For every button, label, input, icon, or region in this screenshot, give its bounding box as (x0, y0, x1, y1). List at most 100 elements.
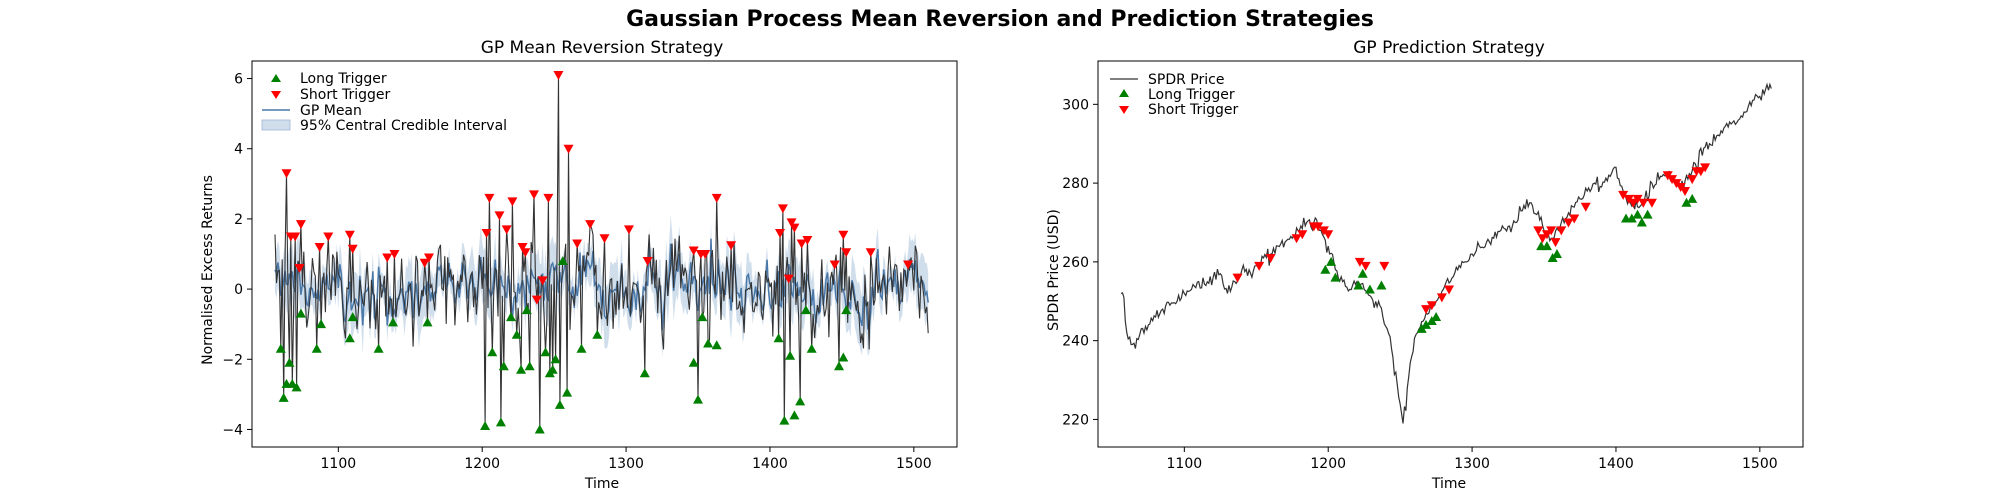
long-trigger-marker (347, 312, 358, 322)
short-trigger-marker (726, 241, 737, 251)
short-trigger-marker (344, 230, 355, 240)
legend-short-trigger-label: Short Trigger (1148, 102, 1239, 118)
prediction-xtick-label: 1200 (1310, 456, 1346, 472)
short-trigger-marker (838, 230, 849, 240)
short-trigger-marker (1537, 234, 1548, 244)
long-trigger-marker (789, 410, 800, 420)
short-trigger-marker (783, 274, 794, 284)
short-trigger-marker (1546, 226, 1557, 236)
long-trigger-marker (511, 329, 522, 339)
mean-reversion-legend: Long Trigger Short Trigger GP Mean 95% C… (261, 71, 507, 134)
short-trigger-marker (1297, 230, 1308, 240)
long-trigger-marker (1320, 264, 1331, 274)
short-trigger-marker (281, 169, 292, 179)
long-trigger-marker (785, 350, 796, 360)
mean-reversion-xtick-label: 1200 (464, 456, 500, 472)
short-trigger-marker (1360, 261, 1371, 271)
long-trigger-marker (487, 347, 498, 357)
legend-long-trigger-marker (1119, 89, 1129, 97)
legend-short-trigger-marker (1119, 106, 1129, 114)
prediction-legend: SPDR Price Long Trigger Short Trigger (1110, 72, 1239, 118)
long-trigger-marker (697, 312, 708, 322)
short-trigger-marker (389, 250, 400, 259)
short-trigger-marker (1354, 257, 1365, 267)
short-trigger-marker (543, 193, 554, 203)
long-trigger-marker (1636, 217, 1647, 227)
short-trigger-marker (347, 244, 358, 254)
long-trigger-marker (547, 364, 558, 374)
short-trigger-marker (494, 211, 505, 221)
short-trigger-marker (1254, 261, 1265, 271)
legend-short-trigger-marker (271, 91, 281, 99)
long-trigger-marker (562, 387, 573, 397)
short-trigger-marker (537, 276, 548, 286)
short-trigger-marker (295, 220, 306, 230)
long-trigger-marker (841, 305, 852, 315)
short-trigger-marker (294, 264, 305, 274)
long-trigger-marker (1330, 272, 1341, 282)
short-trigger-marker (1313, 222, 1324, 232)
legend-gp-mean-label: GP Mean (300, 103, 362, 119)
short-trigger-marker (484, 193, 495, 203)
short-trigger-marker (1533, 226, 1544, 236)
mean-reversion-ytick-label: −4 (222, 422, 243, 438)
legend-spdr-price-label: SPDR Price (1148, 72, 1224, 88)
excess-returns-line (274, 74, 929, 430)
short-trigger-marker (1680, 186, 1691, 196)
long-trigger-marker (480, 420, 491, 430)
legend-long-trigger-marker (271, 74, 281, 82)
prediction-ytick-label: 240 (1062, 334, 1089, 350)
short-trigger-marker (1444, 285, 1455, 295)
legend-long-trigger-label: Long Trigger (1148, 87, 1235, 103)
long-trigger-marker (1626, 213, 1637, 223)
short-trigger-marker (290, 232, 301, 242)
short-trigger-marker (623, 225, 634, 235)
short-trigger-marker (1556, 226, 1567, 236)
short-trigger-marker (1632, 194, 1643, 204)
short-trigger-marker (1379, 261, 1390, 271)
mean-reversion-frame (251, 60, 958, 448)
short-trigger-marker (1323, 230, 1334, 240)
long-trigger-marker (592, 329, 603, 339)
long-trigger-marker (639, 368, 650, 378)
prediction-xtick-label: 1100 (1167, 456, 1203, 472)
short-trigger-marker (1550, 238, 1561, 248)
prediction-xtick-label: 1300 (1454, 456, 1490, 472)
long-trigger-marker (693, 394, 704, 404)
short-trigger-marker (1426, 301, 1437, 311)
legend-credible-interval-label: 95% Central Credible Interval (300, 118, 507, 134)
short-trigger-marker (553, 71, 564, 81)
prediction-ytick-label: 300 (1062, 97, 1089, 113)
short-trigger-marker (1687, 175, 1698, 185)
mean-reversion-xtick-label: 1300 (608, 456, 644, 472)
long-trigger-marker (540, 347, 551, 357)
long-trigger-marker (344, 333, 355, 343)
prediction-frame (1097, 60, 1804, 448)
legend-long-trigger-label: Long Trigger (300, 71, 387, 87)
long-trigger-marker (287, 378, 298, 388)
long-trigger-marker (534, 424, 545, 434)
short-trigger-marker (382, 253, 393, 263)
short-trigger-marker (1541, 230, 1552, 240)
legend-credible-interval-swatch (261, 119, 291, 131)
short-trigger-marker (531, 295, 542, 305)
prediction-ytick-label: 220 (1062, 412, 1089, 428)
long-trigger-marker (295, 308, 306, 318)
long-trigger-marker (795, 396, 806, 406)
short-trigger-marker (1265, 253, 1276, 263)
prediction-title: GP Prediction Strategy (1353, 38, 1545, 58)
short-trigger-marker (802, 235, 813, 245)
short-trigger-marker (789, 223, 800, 233)
prediction-xtick-label: 1500 (1742, 456, 1778, 472)
legend-short-trigger-label: Short Trigger (300, 87, 391, 103)
short-trigger-marker (563, 144, 574, 154)
long-trigger-marker (834, 361, 845, 371)
short-trigger-marker (1232, 273, 1243, 283)
short-trigger-marker (796, 239, 807, 249)
prediction-xlabel: Time (1431, 476, 1466, 492)
mean-reversion-xtick-label: 1100 (321, 456, 357, 472)
long-trigger-marker (524, 361, 535, 371)
mean-reversion-xtick-label: 1400 (752, 456, 788, 472)
long-trigger-marker (516, 364, 527, 374)
long-trigger-marker (505, 312, 516, 322)
